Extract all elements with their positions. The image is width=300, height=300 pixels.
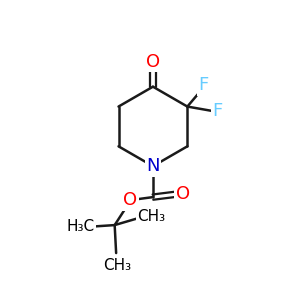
Text: H₃C: H₃C: [66, 219, 94, 234]
Text: CH₃: CH₃: [137, 209, 166, 224]
Text: F: F: [213, 102, 223, 120]
Text: O: O: [146, 53, 160, 71]
Text: F: F: [198, 76, 209, 94]
Text: O: O: [176, 185, 190, 203]
Text: CH₃: CH₃: [103, 258, 132, 273]
Text: O: O: [123, 191, 137, 209]
Text: N: N: [146, 157, 160, 175]
